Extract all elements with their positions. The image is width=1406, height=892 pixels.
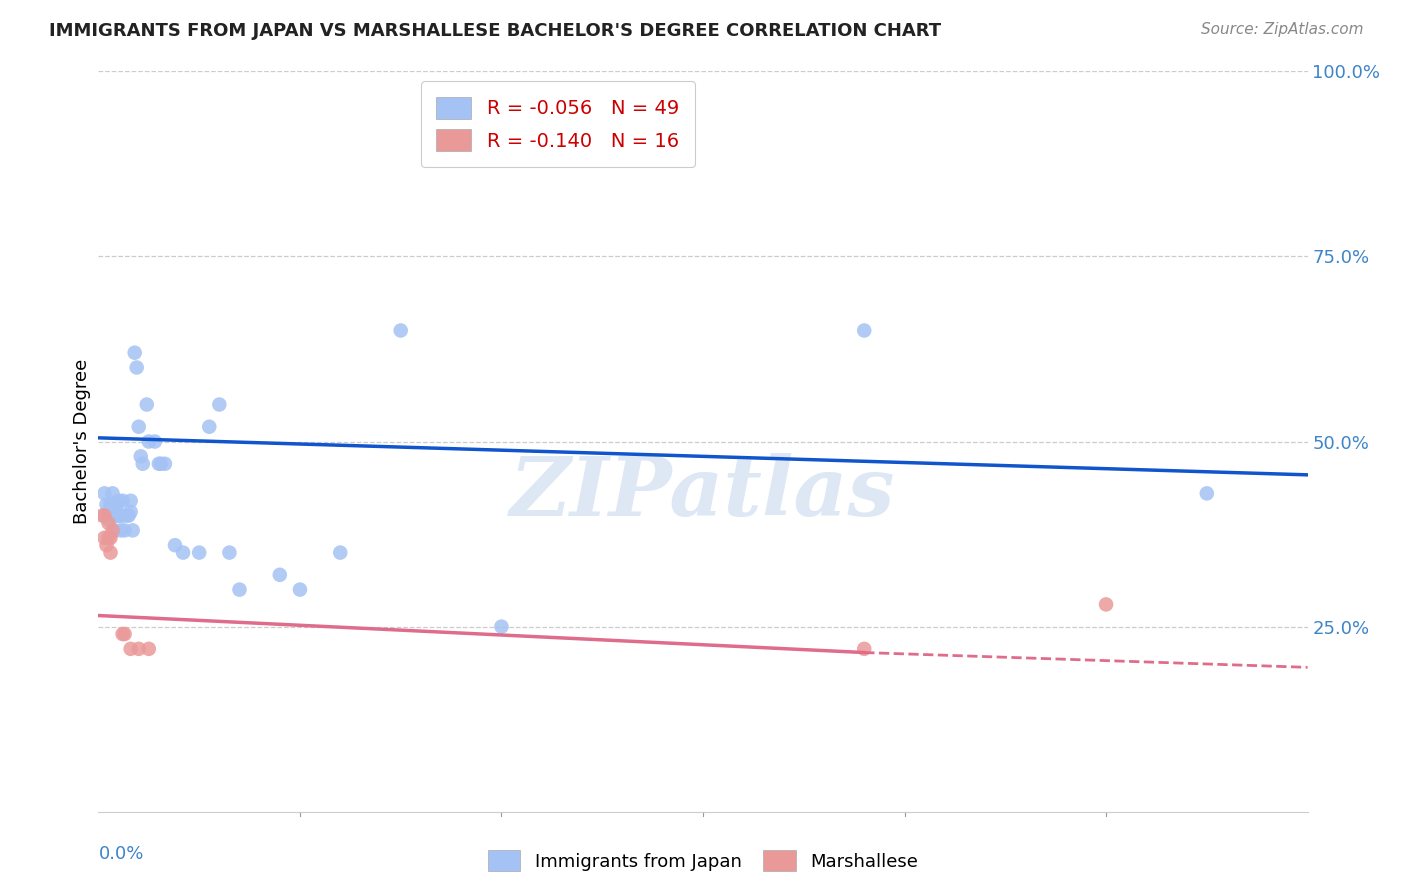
- Point: [128, 641, 150, 656]
- Point: [125, 360, 148, 375]
- Point: [491, 619, 513, 633]
- Point: [97, 512, 120, 526]
- Point: [97, 516, 120, 530]
- Point: [118, 508, 141, 523]
- Point: [143, 434, 166, 449]
- Point: [96, 538, 118, 552]
- Point: [97, 531, 120, 545]
- Point: [120, 493, 142, 508]
- Point: [105, 508, 128, 523]
- Point: [138, 641, 160, 656]
- Text: Source: ZipAtlas.com: Source: ZipAtlas.com: [1201, 22, 1364, 37]
- Point: [228, 582, 250, 597]
- Point: [1195, 486, 1218, 500]
- Point: [93, 531, 115, 545]
- Point: [100, 498, 122, 512]
- Point: [110, 508, 132, 523]
- Point: [389, 324, 412, 338]
- Point: [198, 419, 221, 434]
- Point: [115, 508, 138, 523]
- Point: [114, 627, 136, 641]
- Point: [100, 546, 122, 560]
- Point: [93, 486, 115, 500]
- Point: [111, 627, 134, 641]
- Point: [114, 524, 136, 538]
- Point: [172, 546, 194, 560]
- Point: [163, 538, 186, 552]
- Text: 0.0%: 0.0%: [98, 845, 143, 863]
- Point: [149, 457, 172, 471]
- Point: [107, 508, 129, 523]
- Point: [105, 498, 128, 512]
- Point: [153, 457, 176, 471]
- Y-axis label: Bachelor's Degree: Bachelor's Degree: [73, 359, 91, 524]
- Point: [329, 546, 352, 560]
- Point: [218, 546, 240, 560]
- Point: [1095, 598, 1118, 612]
- Point: [135, 398, 157, 412]
- Point: [288, 582, 311, 597]
- Point: [129, 450, 152, 464]
- Legend: Immigrants from Japan, Marshallese: Immigrants from Japan, Marshallese: [481, 843, 925, 879]
- Point: [148, 457, 170, 471]
- Text: ZIPatlas: ZIPatlas: [510, 453, 896, 533]
- Point: [101, 486, 124, 500]
- Point: [138, 434, 160, 449]
- Point: [121, 524, 143, 538]
- Point: [188, 546, 211, 560]
- Point: [103, 524, 125, 538]
- Point: [110, 524, 132, 538]
- Point: [91, 508, 114, 523]
- Point: [93, 508, 115, 523]
- Point: [96, 498, 118, 512]
- Point: [120, 505, 142, 519]
- Point: [208, 398, 231, 412]
- Point: [111, 508, 134, 523]
- Point: [107, 493, 129, 508]
- Point: [124, 345, 146, 359]
- Point: [100, 531, 122, 545]
- Point: [97, 508, 120, 523]
- Point: [269, 567, 291, 582]
- Point: [111, 493, 134, 508]
- Point: [100, 501, 122, 516]
- Point: [132, 457, 155, 471]
- Point: [128, 419, 150, 434]
- Text: IMMIGRANTS FROM JAPAN VS MARSHALLESE BACHELOR'S DEGREE CORRELATION CHART: IMMIGRANTS FROM JAPAN VS MARSHALLESE BAC…: [49, 22, 942, 40]
- Legend: R = -0.056   N = 49, R = -0.140   N = 16: R = -0.056 N = 49, R = -0.140 N = 16: [420, 81, 695, 167]
- Point: [853, 641, 876, 656]
- Point: [103, 508, 125, 523]
- Point: [101, 498, 124, 512]
- Point: [853, 324, 876, 338]
- Point: [120, 641, 142, 656]
- Point: [101, 524, 124, 538]
